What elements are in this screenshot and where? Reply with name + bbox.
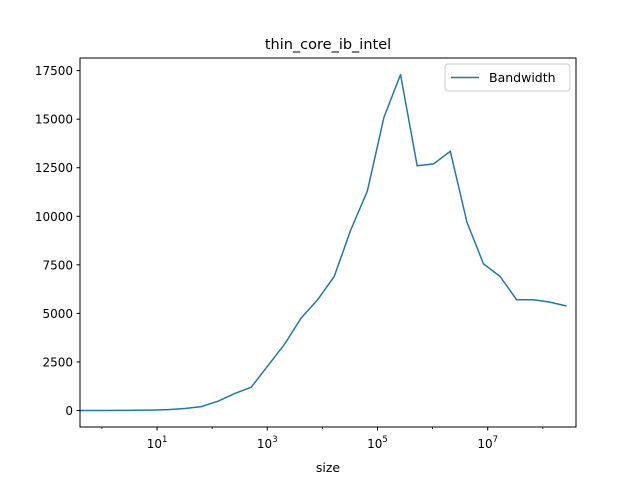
legend-box xyxy=(444,63,571,92)
x-tick-label: 101 xyxy=(147,435,168,451)
axes-frame xyxy=(79,57,577,428)
x-tick-label: 107 xyxy=(477,435,498,451)
chart-title: thin_core_ib_intel xyxy=(265,37,391,53)
x-tick-label: 103 xyxy=(257,435,278,451)
x-axis-label: size xyxy=(316,460,341,475)
series-line-bandwidth xyxy=(79,73,567,412)
y-tick-label: 10000 xyxy=(35,210,73,224)
y-tick-label: 5000 xyxy=(42,307,73,321)
y-tick-label: 0 xyxy=(65,404,73,418)
y-tick-label: 12500 xyxy=(35,161,73,175)
plot-area xyxy=(79,73,567,412)
y-tick-label: 17500 xyxy=(35,64,73,78)
x-axis: 101 103 105 107 xyxy=(101,427,544,451)
legend: Bandwidth xyxy=(444,63,571,92)
x-tick-label: 105 xyxy=(367,435,388,451)
y-tick-label: 15000 xyxy=(35,113,73,127)
y-tick-label: 2500 xyxy=(42,355,73,369)
legend-label: Bandwidth xyxy=(489,70,556,85)
y-axis: 0 2500 5000 7500 10000 12500 15000 17500 xyxy=(35,64,80,418)
y-tick-label: 7500 xyxy=(42,258,73,272)
